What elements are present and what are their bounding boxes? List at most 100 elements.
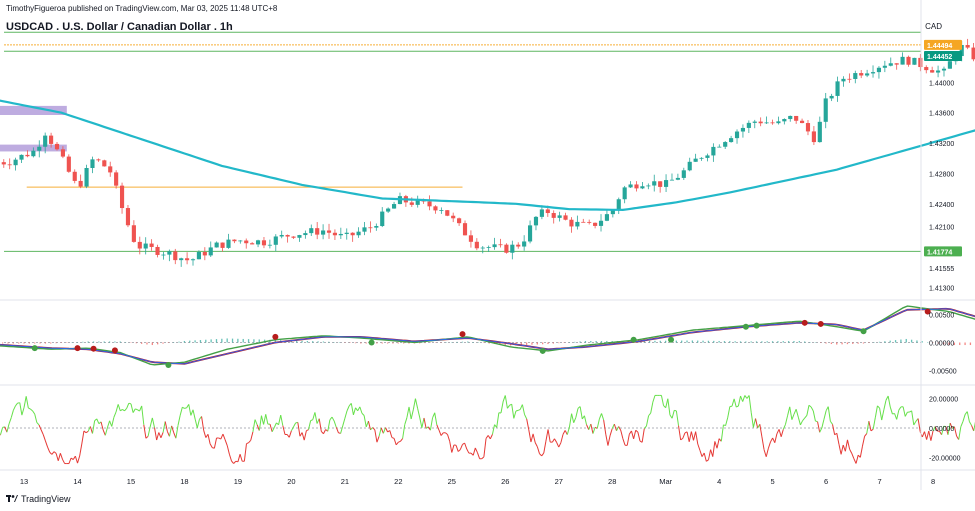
oscillator-segment — [847, 439, 851, 450]
oscillator-segment — [699, 450, 703, 457]
candle-body — [486, 247, 491, 248]
oscillator-segment — [23, 396, 27, 408]
oscillator-segment — [49, 451, 53, 455]
oscillator-segment — [633, 430, 637, 439]
oscillator-segment — [609, 428, 613, 436]
oscillator-segment — [560, 434, 564, 443]
oscillator-segment — [911, 410, 915, 426]
candle-body — [788, 115, 793, 120]
oscillator-segment — [823, 410, 827, 420]
oscillator-segment — [365, 420, 369, 428]
candle-body — [291, 236, 296, 238]
candle-body — [1, 162, 6, 165]
oscillator-segment — [613, 423, 617, 431]
oscillator-segment — [243, 443, 247, 462]
oscillator-segment — [472, 447, 476, 456]
oscillator-segment — [784, 415, 789, 425]
oscillator-segment — [135, 408, 138, 411]
macd-histogram-bar — [916, 340, 918, 343]
oscillator-segment — [385, 427, 389, 433]
oscillator-segment — [812, 410, 816, 422]
macd-histogram-bar — [461, 341, 464, 343]
oscillator-segment — [703, 452, 707, 462]
candle-body — [693, 158, 698, 162]
oscillator-segment — [2, 426, 5, 428]
oscillator-segment — [564, 430, 568, 435]
oscillator-segment — [100, 421, 104, 431]
macd-histogram-bar — [135, 342, 137, 344]
candle-body — [173, 251, 178, 261]
candle-body — [823, 98, 828, 122]
oscillator-segment — [192, 409, 196, 420]
oscillator-segment — [763, 449, 767, 457]
oscillator-segment — [124, 407, 128, 412]
candle-body — [533, 216, 539, 226]
oscillator-segment — [568, 413, 573, 428]
candle-body — [415, 199, 420, 205]
oscillator-segment — [840, 444, 844, 455]
oscillator-segment — [455, 445, 459, 452]
oscillator-segment — [797, 417, 801, 426]
oscillator-segment — [329, 416, 333, 421]
macd-histogram-bar — [39, 342, 41, 344]
supply-zone — [0, 105, 67, 115]
macd-histogram-bar — [167, 342, 170, 344]
oscillator-segment — [872, 417, 876, 430]
oscillator-segment — [182, 406, 185, 409]
oscillator-segment — [675, 410, 680, 426]
macd-histogram-bar — [162, 342, 164, 344]
oscillator-segment — [605, 434, 609, 446]
time-tick-label: 19 — [234, 477, 242, 486]
macd-pane[interactable] — [0, 305, 975, 368]
price-tick-label: 1.41300 — [929, 285, 954, 292]
candle-body — [865, 73, 870, 76]
candle-body — [510, 244, 515, 253]
oscillator-segment — [889, 406, 893, 415]
macd-histogram-bar — [643, 340, 645, 343]
oscillator-segment — [607, 435, 611, 446]
tradingview-logo[interactable]: TradingView — [6, 494, 71, 504]
oscillator-segment — [774, 433, 778, 443]
oscillator-segment — [423, 417, 427, 429]
candle-body — [179, 258, 184, 261]
macd-histogram-bar — [525, 342, 528, 345]
oscillator-segment — [671, 410, 675, 419]
oscillator-segment — [712, 441, 716, 457]
macd-cross-marker — [165, 362, 172, 368]
price-label-box — [924, 51, 962, 62]
oscillator-segment — [207, 434, 211, 444]
candle-body — [504, 244, 509, 253]
oscillator-segment — [558, 442, 562, 448]
oscillator-segment — [429, 417, 434, 431]
time-tick-label: 22 — [394, 477, 402, 486]
macd-histogram-bar — [408, 342, 410, 344]
time-tick-label: Mar — [659, 477, 672, 486]
oscillator-segment — [333, 420, 337, 428]
oscillator-segment — [528, 429, 532, 443]
time-tick-label: 25 — [448, 477, 456, 486]
oscillator-segment — [282, 425, 286, 435]
oscillator-segment — [491, 424, 496, 435]
oscillator-segment — [695, 431, 699, 445]
price-pane[interactable] — [0, 31, 975, 267]
oscillator-segment — [603, 419, 607, 435]
oscillator-segment — [355, 407, 359, 412]
candle-body — [60, 149, 65, 157]
candle-body — [96, 159, 101, 161]
candle-body — [622, 187, 627, 200]
oscillator-segment — [434, 412, 438, 425]
candle-body — [711, 146, 716, 156]
macd-histogram-bar — [531, 342, 533, 345]
oscillator-segment — [164, 421, 168, 432]
candle-body — [734, 131, 740, 139]
oscillator-pane[interactable] — [0, 394, 975, 465]
macd-histogram-bar — [328, 341, 330, 343]
oscillator-segment — [141, 405, 145, 425]
macd-histogram-bar — [28, 342, 30, 344]
candle-body — [338, 233, 343, 236]
candle-body — [214, 242, 219, 248]
oscillator-segment — [778, 429, 782, 437]
macd-histogram-bar — [793, 341, 795, 343]
oscillator-segment — [213, 437, 218, 449]
